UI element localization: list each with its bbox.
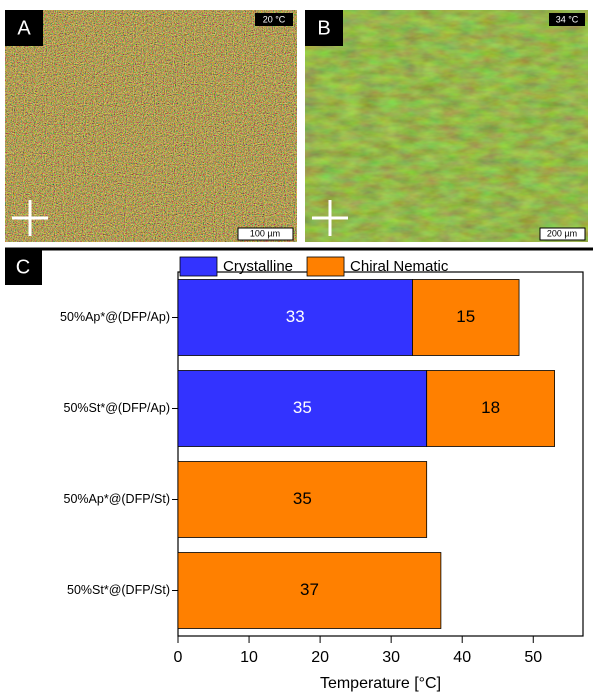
value-label: 35 <box>293 489 312 508</box>
value-label: 37 <box>300 580 319 599</box>
legend-swatch <box>180 257 217 276</box>
legend-swatch <box>307 257 344 276</box>
figure: A 20 °C 100 µm B 34 °C 200 µm C 0 10 20 30 4… <box>0 0 593 697</box>
panel-label: C <box>16 256 30 278</box>
panel-label: B <box>317 17 330 39</box>
value-label: 15 <box>456 307 475 326</box>
y-tick-label: 50%St*@(DFP/Ap) <box>64 401 170 415</box>
panel-b: B 34 °C 200 µm <box>305 10 588 242</box>
temperature: 34 °C <box>556 14 579 24</box>
legend-label: Crystalline <box>223 258 293 275</box>
micrograph <box>305 10 588 242</box>
x-tick-label: 10 <box>240 649 258 666</box>
y-tick-label: 50%St*@(DFP/St) <box>67 583 170 597</box>
chart: 0 10 20 30 40 50 Temperature [°C] 50%Ap*@(DFP/A… <box>60 257 583 692</box>
y-tick-label: 50%Ap*@(DFP/St) <box>64 492 170 506</box>
panel-label: A <box>17 17 31 39</box>
y-tick-label: 50%Ap*@(DFP/Ap) <box>60 310 170 324</box>
x-tick-label: 40 <box>453 649 471 666</box>
legend-label: Chiral Nematic <box>350 258 449 275</box>
x-tick-label: 20 <box>311 649 329 666</box>
value-label: 33 <box>286 307 305 326</box>
panel-a: A 20 °C 100 µm <box>5 10 297 242</box>
x-tick-label: 50 <box>524 649 542 666</box>
x-tick-label: 0 <box>174 649 183 666</box>
value-label: 35 <box>293 398 312 417</box>
value-label: 18 <box>481 398 500 417</box>
scale-bar: 200 µm <box>547 228 577 238</box>
scale-bar: 100 µm <box>250 228 280 238</box>
temperature: 20 °C <box>263 14 286 24</box>
micrograph <box>5 10 297 242</box>
x-tick-label: 30 <box>382 649 400 666</box>
x-axis-title: Temperature [°C] <box>320 675 441 692</box>
